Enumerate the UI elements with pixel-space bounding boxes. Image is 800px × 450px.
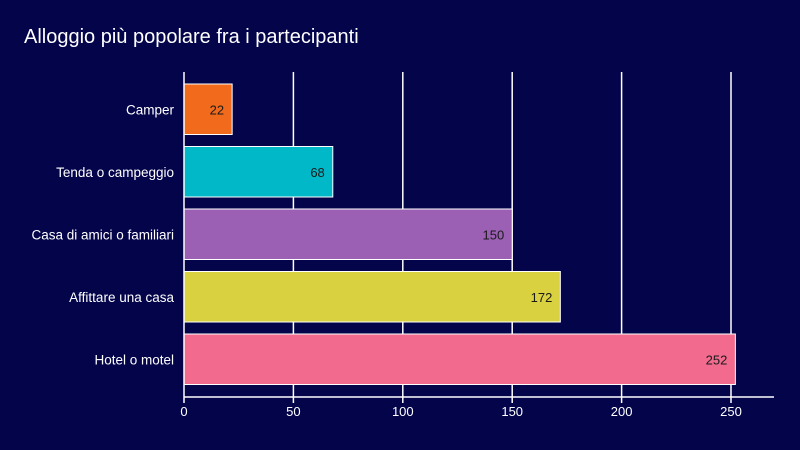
x-tick-label: 0 (180, 404, 187, 419)
bar-0 (183, 83, 233, 135)
data-label: 252 (706, 352, 728, 367)
category-label: Hotel o motel (94, 352, 174, 367)
category-label: Camper (126, 102, 175, 117)
bar-1 (183, 146, 334, 198)
category-label: Tenda o campeggio (56, 165, 174, 180)
x-tick-label: 200 (611, 404, 633, 419)
data-label: 68 (310, 165, 324, 180)
x-tick-label: 50 (286, 404, 300, 419)
axes: 0 50 100 150 200 250 Camper Tenda o campeggio Ca… (31, 72, 774, 419)
data-label: 172 (531, 290, 553, 305)
bar-3 (183, 271, 561, 323)
chart-title: Alloggio più popolare fra i partecipanti (24, 26, 359, 48)
category-label: Affittare una casa (69, 290, 174, 305)
category-label: Casa di amici o familiari (31, 227, 174, 242)
x-tick-label: 150 (501, 404, 523, 419)
bar-2 (183, 208, 513, 260)
data-label: 22 (210, 102, 224, 117)
x-tick-label: 100 (392, 404, 414, 419)
x-tick-label: 250 (720, 404, 742, 419)
bar-4 (183, 333, 736, 385)
bars: 22 68 150 172 252 (183, 83, 736, 385)
data-label: 150 (482, 227, 504, 242)
